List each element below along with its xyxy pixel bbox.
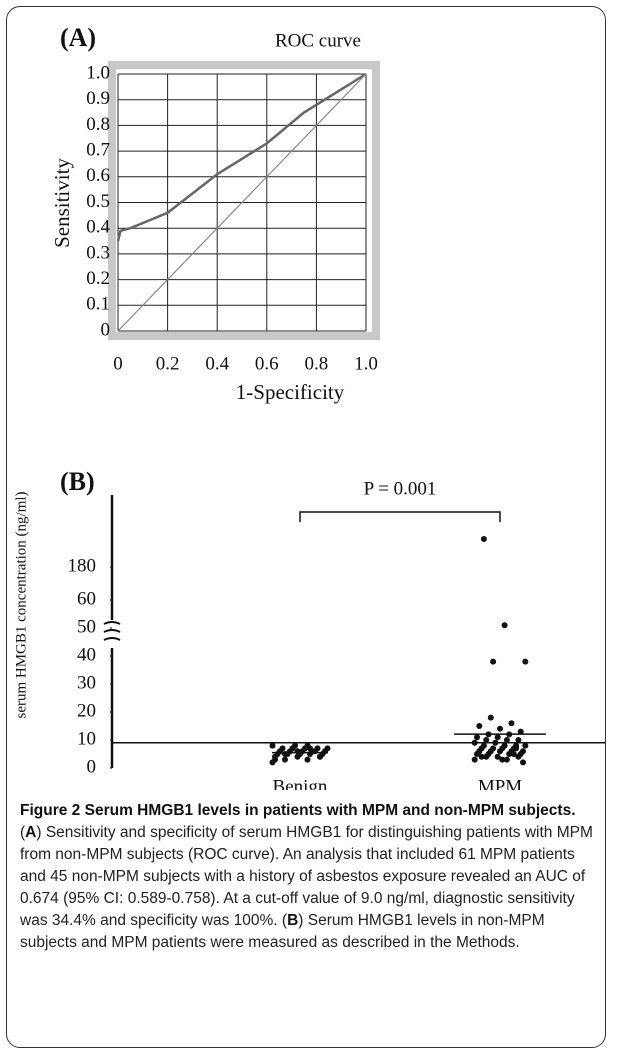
data-point [520, 759, 526, 766]
y-tick-label: 0.1 [86, 294, 110, 315]
data-point [501, 622, 508, 629]
data-point [292, 742, 298, 749]
data-point [501, 742, 508, 749]
x-axis-label: 1-Specificity [236, 380, 345, 404]
y-tick-label: 0.6 [86, 165, 110, 186]
caption-panel: B [287, 912, 299, 929]
data-point [497, 725, 503, 732]
y-tick-label: 1.0 [86, 62, 110, 83]
y-tick-label: 40 [77, 644, 96, 665]
y-tick-label: 30 [77, 672, 96, 693]
y-tick-label: 50 [77, 616, 96, 637]
x-tick-label: 1.0 [354, 353, 378, 374]
data-point [490, 745, 497, 752]
data-point [522, 742, 529, 749]
data-point [478, 753, 485, 760]
data-point [503, 737, 510, 743]
data-point [522, 658, 529, 665]
data-point [471, 756, 478, 763]
x-tick-label: Benign [273, 776, 328, 790]
x-tick-label: MPM [478, 776, 522, 790]
data-point [282, 756, 288, 763]
data-point [499, 756, 506, 763]
data-point [494, 734, 501, 741]
data-point [269, 742, 276, 749]
y-tick-label: 10 [77, 728, 96, 749]
panel-label: (B) [60, 467, 95, 496]
x-tick-label: 0.8 [305, 353, 329, 374]
roc-line [116, 72, 367, 242]
data-point [503, 756, 510, 763]
y-tick-label: 0 [101, 319, 111, 340]
data-point [307, 745, 313, 752]
y-axis-label: serum HMGB1 concentration (ng/ml) [13, 491, 29, 718]
data-point [513, 745, 520, 752]
y-tick-label: 20 [77, 700, 96, 721]
significance-bracket [299, 511, 501, 522]
y-tick-label: 0.7 [86, 139, 110, 160]
y-tick-label: 0.4 [86, 217, 110, 238]
data-point [317, 753, 323, 760]
data-point [304, 756, 311, 763]
data-point [508, 720, 515, 727]
y-tick-label: 0.9 [86, 88, 110, 109]
data-point [324, 745, 331, 752]
x-tick-label: 0.6 [255, 353, 279, 374]
x-tick-label: 0 [113, 353, 123, 374]
caption-panel: A [25, 824, 37, 841]
y-tick-label: 0.5 [86, 191, 110, 212]
x-tick-label: 0.2 [156, 353, 180, 374]
y-tick-label: 0 [87, 756, 97, 777]
data-point [272, 756, 278, 763]
data-point [517, 728, 524, 735]
panel-label: (A) [60, 23, 96, 52]
y-tick-label: 180 [68, 555, 97, 576]
y-tick-label: 0.2 [86, 268, 110, 289]
data-point [480, 742, 487, 749]
data-point [476, 723, 483, 729]
data-point [480, 536, 487, 542]
caption-title: Serum HMGB1 levels in patients with MPM … [84, 802, 576, 819]
plot-border [108, 61, 380, 340]
data-point [279, 745, 286, 752]
data-point [490, 658, 497, 665]
data-point [494, 753, 501, 760]
y-tick-label: 0.3 [86, 242, 110, 263]
data-point [471, 739, 478, 746]
x-tick-label: 0.4 [205, 353, 229, 374]
caption-label: Figure 2 [20, 802, 81, 819]
data-point [474, 734, 480, 741]
caption: Figure 2 Serum HMGB1 levels in patients … [20, 802, 593, 951]
y-tick-label: 0.8 [86, 114, 110, 135]
data-point [492, 739, 499, 746]
figure: (A) ROC curve Sensitivity 1-Specificity … [13, 23, 605, 790]
caption-text: Sensitivity and specificity of serum HMG… [20, 824, 593, 929]
chart-title: ROC curve [275, 30, 361, 51]
annotation: P = 0.001 [364, 478, 437, 499]
data-point [314, 745, 321, 752]
axis-break [103, 621, 121, 641]
data-point [510, 751, 517, 757]
data-point [520, 748, 526, 755]
caption-text: Serum HMGB1 levels in non-MPM subjects a… [20, 912, 545, 951]
data-point [515, 737, 522, 743]
figure-frame [6, 6, 606, 1048]
y-tick-label: 60 [77, 588, 96, 609]
roc-line [117, 73, 367, 332]
data-point [487, 714, 494, 721]
data-point [483, 737, 490, 743]
y-axis-label: Sensitivity [50, 158, 74, 248]
